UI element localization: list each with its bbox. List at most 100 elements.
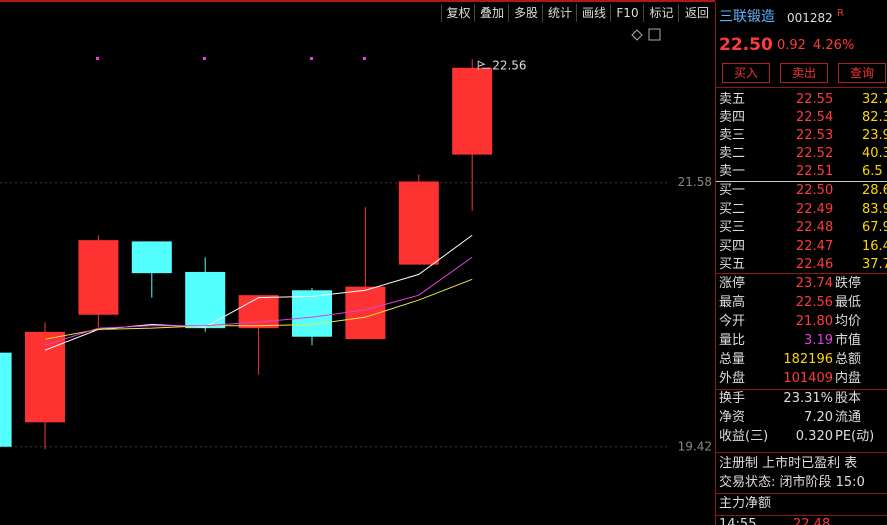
sep bbox=[716, 181, 887, 182]
marker bbox=[363, 57, 366, 60]
stat-label2: 总额 bbox=[835, 352, 862, 367]
toolbar-button[interactable]: 统计 bbox=[542, 4, 577, 22]
toolbar-button[interactable]: 返回 bbox=[678, 4, 715, 22]
panel-toggle[interactable] bbox=[648, 28, 661, 41]
stat2-value: 7.20 bbox=[804, 410, 833, 425]
tick-time: 14:55 bbox=[719, 517, 757, 525]
action-button[interactable]: 查询 bbox=[838, 63, 886, 83]
candle-body bbox=[398, 181, 439, 265]
bid-label: 买三 bbox=[719, 220, 746, 235]
diamond-icon bbox=[631, 29, 643, 41]
sep bbox=[716, 515, 887, 516]
stat-label2: 内盘 bbox=[835, 371, 862, 386]
stat-label2: 市值 bbox=[835, 333, 862, 348]
stat-value: 21.80 bbox=[795, 314, 833, 329]
stat-label2: 最低 bbox=[835, 295, 862, 310]
ask-price: 22.53 bbox=[796, 128, 834, 143]
sep bbox=[716, 452, 887, 453]
candle-body bbox=[25, 331, 65, 423]
marker bbox=[310, 57, 313, 60]
candle-body bbox=[292, 290, 332, 337]
sep bbox=[716, 389, 887, 390]
stat-label: 最高 bbox=[719, 295, 746, 310]
candle-body bbox=[185, 271, 226, 329]
ma-line bbox=[44, 256, 473, 346]
stat-value: 182196 bbox=[783, 352, 833, 367]
flag-icon bbox=[477, 60, 486, 71]
candle-body bbox=[78, 240, 119, 315]
stat2-label: 净资 bbox=[719, 410, 746, 425]
stat-value: 101409 bbox=[783, 371, 833, 386]
ask-label: 卖二 bbox=[719, 146, 746, 161]
action-button[interactable]: 卖出 bbox=[780, 63, 828, 83]
bid-volume: 16.4 bbox=[862, 238, 887, 254]
stock-name: 三联锻造 bbox=[719, 9, 775, 25]
info-line: 注册制 上市时已盈利 表 bbox=[719, 456, 858, 471]
stat2-label2: 股本 bbox=[835, 391, 862, 406]
stat2-value: 23.31% bbox=[783, 391, 833, 406]
flow-label: 主力净额 bbox=[719, 496, 772, 511]
bid-price: 22.50 bbox=[796, 183, 834, 198]
bid-price: 22.49 bbox=[796, 201, 834, 217]
ma-line bbox=[44, 278, 473, 340]
sep bbox=[716, 273, 887, 274]
stat-label: 外盘 bbox=[719, 371, 746, 386]
stat2-label2: PE(动) bbox=[835, 429, 875, 444]
ask-label: 卖三 bbox=[719, 128, 746, 143]
action-button[interactable]: 买入 bbox=[722, 63, 770, 83]
ask-price: 22.51 bbox=[796, 164, 834, 179]
ask-label: 卖一 bbox=[719, 164, 746, 179]
change-pct: 4.26% bbox=[813, 38, 855, 53]
bid-label: 买二 bbox=[719, 201, 746, 217]
stat-label2: 均价 bbox=[835, 314, 862, 329]
stat-value: 22.56 bbox=[795, 295, 833, 310]
stat2-label: 收益(三) bbox=[719, 429, 769, 444]
top-border bbox=[0, 0, 715, 2]
bid-price: 22.46 bbox=[796, 257, 834, 272]
toolbar-button[interactable]: 画线 bbox=[576, 4, 611, 22]
toolbar-button[interactable]: 叠加 bbox=[474, 4, 509, 22]
ask-volume: 23.9 bbox=[862, 128, 887, 143]
candle-body bbox=[131, 241, 172, 274]
ask-price: 22.52 bbox=[796, 146, 834, 161]
stat-value: 3.19 bbox=[804, 333, 833, 348]
sep bbox=[716, 493, 887, 494]
bid-volume: 37.7 bbox=[862, 257, 887, 272]
stock-code: 001282 bbox=[787, 11, 833, 25]
divider bbox=[715, 2, 716, 525]
ask-volume: 82.3 bbox=[862, 110, 887, 125]
stat2-label: 换手 bbox=[719, 391, 746, 406]
bid-price: 22.47 bbox=[796, 238, 834, 254]
tick-price: 22.48 bbox=[793, 517, 831, 525]
toolbar-button[interactable]: 多股 bbox=[508, 4, 543, 22]
change: 0.92 bbox=[777, 38, 806, 53]
y-tick-label: 21.58 bbox=[678, 175, 712, 189]
price: 22.50 bbox=[719, 35, 773, 55]
chart: 21.58 19.42 22.56 bbox=[0, 0, 715, 453]
marker bbox=[203, 57, 206, 60]
stat2-label2: 流通 bbox=[835, 410, 862, 425]
stat-label: 今开 bbox=[719, 314, 746, 329]
bid-label: 买五 bbox=[719, 257, 746, 272]
stat-label2: 跌停 bbox=[835, 276, 862, 291]
bid-volume: 67.9 bbox=[862, 220, 887, 235]
info-line: 交易状态: 闭市阶段 15:0 bbox=[719, 475, 865, 490]
bid-volume: 83.9 bbox=[862, 201, 887, 217]
ask-price: 22.55 bbox=[796, 92, 834, 107]
stat-value: 23.74 bbox=[795, 276, 833, 291]
toolbar-button[interactable]: 复权 bbox=[441, 4, 475, 22]
ask-volume: 6.5 bbox=[862, 164, 883, 179]
ask-label: 卖四 bbox=[719, 110, 746, 125]
y-tick-label: 19.42 bbox=[678, 439, 712, 453]
ask-label: 卖五 bbox=[719, 92, 746, 107]
ask-volume: 32.7 bbox=[862, 92, 887, 107]
bid-volume: 28.6 bbox=[862, 183, 887, 198]
ask-price: 22.54 bbox=[796, 110, 834, 125]
toolbar-button[interactable]: 标记 bbox=[643, 4, 679, 22]
high-label: 22.56 bbox=[492, 59, 526, 73]
stat2-value: 0.320 bbox=[795, 429, 833, 444]
toolbar-button[interactable]: F10 bbox=[610, 4, 644, 22]
bid-label: 买四 bbox=[719, 238, 746, 254]
bid-label: 买一 bbox=[719, 183, 746, 198]
